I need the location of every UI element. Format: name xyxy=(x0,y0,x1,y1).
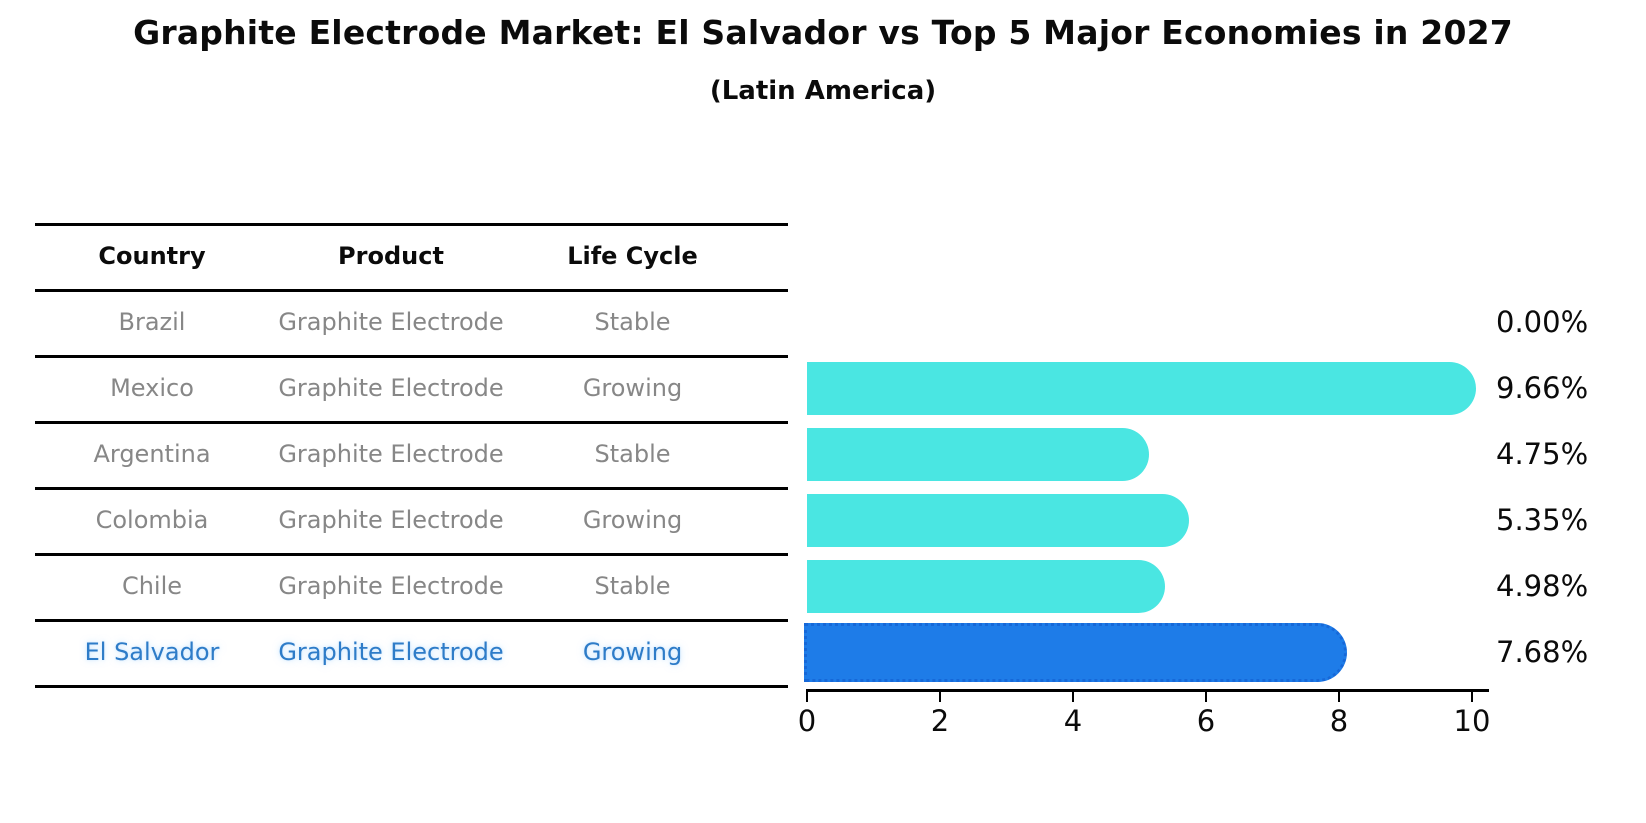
x-axis-tick-label: 0 xyxy=(797,704,817,738)
x-axis-tick xyxy=(1470,689,1474,702)
table-row-brazil: Brazil Graphite Electrode Stable xyxy=(35,289,752,355)
cell-life-cycle: Stable xyxy=(594,308,671,336)
cell-product: Graphite Electrode xyxy=(278,374,504,402)
cell-product: Graphite Electrode xyxy=(278,308,504,336)
x-axis-tick xyxy=(1337,689,1341,702)
cell-country: El Salvador xyxy=(84,638,220,666)
column-header-product: Product xyxy=(338,242,444,270)
column-header-life-cycle: Life Cycle xyxy=(567,242,698,270)
bar-colombia xyxy=(807,493,1190,547)
table-row-colombia: Colombia Graphite Electrode Growing xyxy=(35,487,752,553)
cell-country: Colombia xyxy=(95,506,209,534)
cell-life-cycle: Growing xyxy=(582,374,683,402)
cell-product: Graphite Electrode xyxy=(278,440,504,468)
x-axis-tick-label: 4 xyxy=(1063,704,1083,738)
x-axis-line xyxy=(807,689,1489,692)
table-row-el-salvador: El Salvador Graphite Electrode Growing xyxy=(35,619,752,685)
table-grid-line xyxy=(35,289,788,292)
x-axis-tick-label: 10 xyxy=(1453,704,1491,738)
table-grid-line xyxy=(35,553,788,556)
table-grid-line xyxy=(35,355,788,358)
value-label-brazil: 0.00% xyxy=(1496,305,1589,339)
cell-product: Graphite Electrode xyxy=(278,506,504,534)
cell-life-cycle: Growing xyxy=(582,506,683,534)
chart-title: Graphite Electrode Market: El Salvador v… xyxy=(133,13,1513,52)
chart-subtitle: (Latin America) xyxy=(709,76,937,106)
x-axis-tick xyxy=(1071,689,1075,702)
value-label-mexico: 9.66% xyxy=(1496,371,1589,405)
x-axis-tick-label: 6 xyxy=(1196,704,1216,738)
bar-chile xyxy=(807,559,1165,613)
value-label-chile: 4.98% xyxy=(1496,569,1589,603)
table-row-chile: Chile Graphite Electrode Stable xyxy=(35,553,752,619)
table-grid-line xyxy=(35,223,788,226)
bar-el-salvador xyxy=(804,622,1348,682)
x-axis-tick xyxy=(805,689,809,702)
cell-life-cycle: Growing xyxy=(582,638,683,666)
cell-country: Chile xyxy=(121,572,183,600)
cell-life-cycle: Stable xyxy=(594,572,671,600)
bar-mexico xyxy=(807,361,1476,415)
table-grid-line xyxy=(35,685,788,688)
table-grid-line xyxy=(35,421,788,424)
cell-country: Argentina xyxy=(93,440,211,468)
x-axis-tick-label: 8 xyxy=(1329,704,1349,738)
cell-product: Graphite Electrode xyxy=(278,638,504,666)
cell-product: Graphite Electrode xyxy=(278,572,504,600)
table-grid-line xyxy=(35,487,788,490)
bar-argentina xyxy=(807,427,1150,481)
value-label-el-salvador: 7.68% xyxy=(1496,635,1589,669)
table-row-mexico: Mexico Graphite Electrode Growing xyxy=(35,355,752,421)
table-row-argentina: Argentina Graphite Electrode Stable xyxy=(35,421,752,487)
table-header-row: Country Product Life Cycle xyxy=(35,223,752,289)
x-axis-tick xyxy=(1204,689,1208,702)
value-label-colombia: 5.35% xyxy=(1496,503,1589,537)
value-label-argentina: 4.75% xyxy=(1496,437,1589,471)
table-grid-line xyxy=(35,619,788,622)
column-header-country: Country xyxy=(98,242,206,270)
cell-country: Mexico xyxy=(110,374,194,402)
cell-life-cycle: Stable xyxy=(594,440,671,468)
x-axis-tick-label: 2 xyxy=(930,704,950,738)
cell-country: Brazil xyxy=(118,308,186,336)
x-axis-tick xyxy=(938,689,942,702)
